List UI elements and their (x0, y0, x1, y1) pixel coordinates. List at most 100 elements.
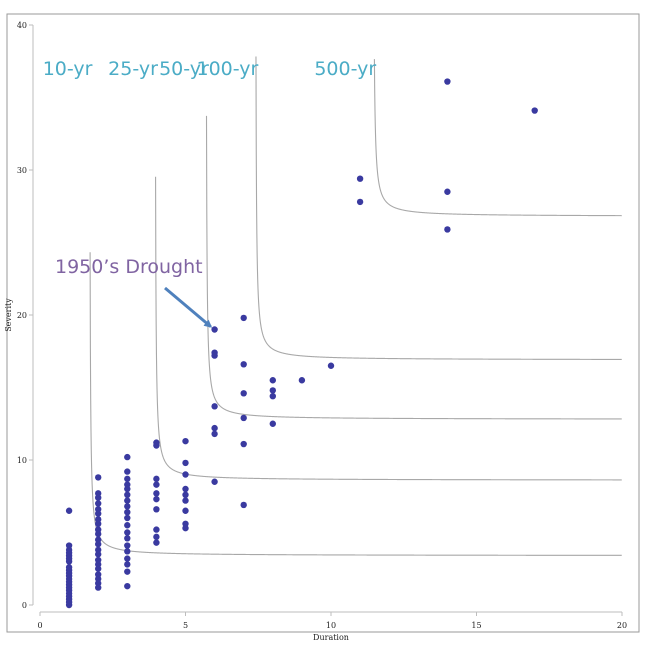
y-tick-label: 40 (17, 21, 27, 30)
data-point (240, 314, 247, 322)
data-point (124, 582, 131, 590)
data-point (269, 393, 276, 400)
return-period-curve (373, 59, 622, 217)
x-tick-label: 10 (326, 621, 336, 630)
data-point (211, 403, 218, 410)
data-point (211, 326, 218, 333)
data-point (182, 485, 189, 493)
return-period-label: 50-yr (159, 58, 209, 80)
data-point (211, 430, 218, 438)
data-point (153, 490, 160, 497)
data-point (124, 561, 131, 568)
data-point (444, 226, 451, 233)
data-point (124, 509, 131, 516)
data-point (182, 459, 189, 467)
y-tick-label: 30 (17, 166, 27, 175)
data-point (124, 475, 131, 483)
data-point (124, 453, 131, 461)
annotation: 1950’s Drought (55, 256, 213, 328)
data-point (211, 424, 218, 432)
y-tick-label: 0 (22, 601, 27, 610)
data-point (124, 497, 131, 504)
data-point (240, 501, 247, 509)
data-point (211, 349, 218, 356)
data-point (182, 491, 189, 498)
data-point (269, 377, 276, 384)
data-point (269, 387, 276, 394)
data-point (327, 362, 335, 369)
return-period-label: 10-yr (43, 58, 93, 80)
data-point (211, 478, 218, 485)
data-point (124, 535, 131, 542)
y-axis-title: Severity (4, 298, 13, 332)
x-axis-title: Duration (313, 633, 349, 642)
data-point (298, 377, 306, 384)
data-point (531, 107, 538, 114)
data-point (124, 555, 131, 562)
data-point (182, 471, 189, 478)
data-point (95, 536, 102, 543)
data-points (65, 78, 538, 609)
annotation-arrow (164, 286, 213, 328)
data-point (95, 526, 102, 533)
data-point (124, 514, 131, 522)
data-point (124, 503, 131, 510)
data-point (153, 475, 160, 483)
data-point (95, 490, 102, 497)
data-point (444, 78, 451, 85)
data-point (182, 497, 189, 504)
annotation-label: 1950’s Drought (55, 256, 203, 278)
data-point (95, 500, 102, 507)
data-point (240, 414, 247, 422)
data-point (124, 522, 131, 529)
x-tick-label: 15 (471, 621, 481, 630)
return-period-curve (255, 56, 622, 360)
data-point (444, 188, 451, 195)
data-point (95, 571, 102, 578)
return-period-curve (89, 252, 622, 556)
data-point (182, 437, 189, 445)
data-point (153, 533, 160, 541)
data-point (124, 548, 131, 555)
data-point (65, 542, 73, 549)
y-tick-label: 10 (17, 456, 27, 465)
data-point (95, 516, 102, 523)
x-tick-label: 20 (617, 621, 627, 630)
data-point (124, 491, 131, 498)
data-point (124, 468, 131, 475)
data-point (95, 556, 102, 564)
y-tick-label: 20 (17, 311, 27, 320)
return-period-label: 500-yr (314, 58, 376, 80)
data-point (65, 564, 73, 571)
data-point (124, 542, 131, 549)
data-point (95, 474, 102, 481)
data-point (65, 507, 73, 514)
data-point (153, 439, 160, 446)
data-point (269, 420, 276, 427)
axes: 0 5 10 15 20 0 10 20 30 40 Duration Severity (4, 21, 627, 642)
data-point (153, 495, 160, 503)
data-point (95, 506, 102, 513)
data-point (153, 506, 160, 513)
return-period-curve (155, 176, 622, 481)
return-period-label: 25-yr (108, 58, 158, 80)
return-period-curves (89, 56, 622, 556)
x-tick-label: 5 (183, 621, 188, 630)
data-point (124, 568, 131, 575)
plot-frame (6, 13, 640, 633)
x-tick-label: 0 (37, 621, 42, 630)
return-period-curve (205, 115, 622, 420)
data-point (240, 440, 247, 448)
data-point (95, 546, 102, 554)
data-point (182, 507, 189, 514)
data-point (153, 481, 160, 488)
return-period-label: 100-yr (196, 58, 258, 80)
data-point (124, 529, 131, 536)
data-point (356, 175, 364, 182)
data-point (240, 390, 247, 397)
data-point (356, 198, 364, 206)
data-point (182, 520, 189, 527)
